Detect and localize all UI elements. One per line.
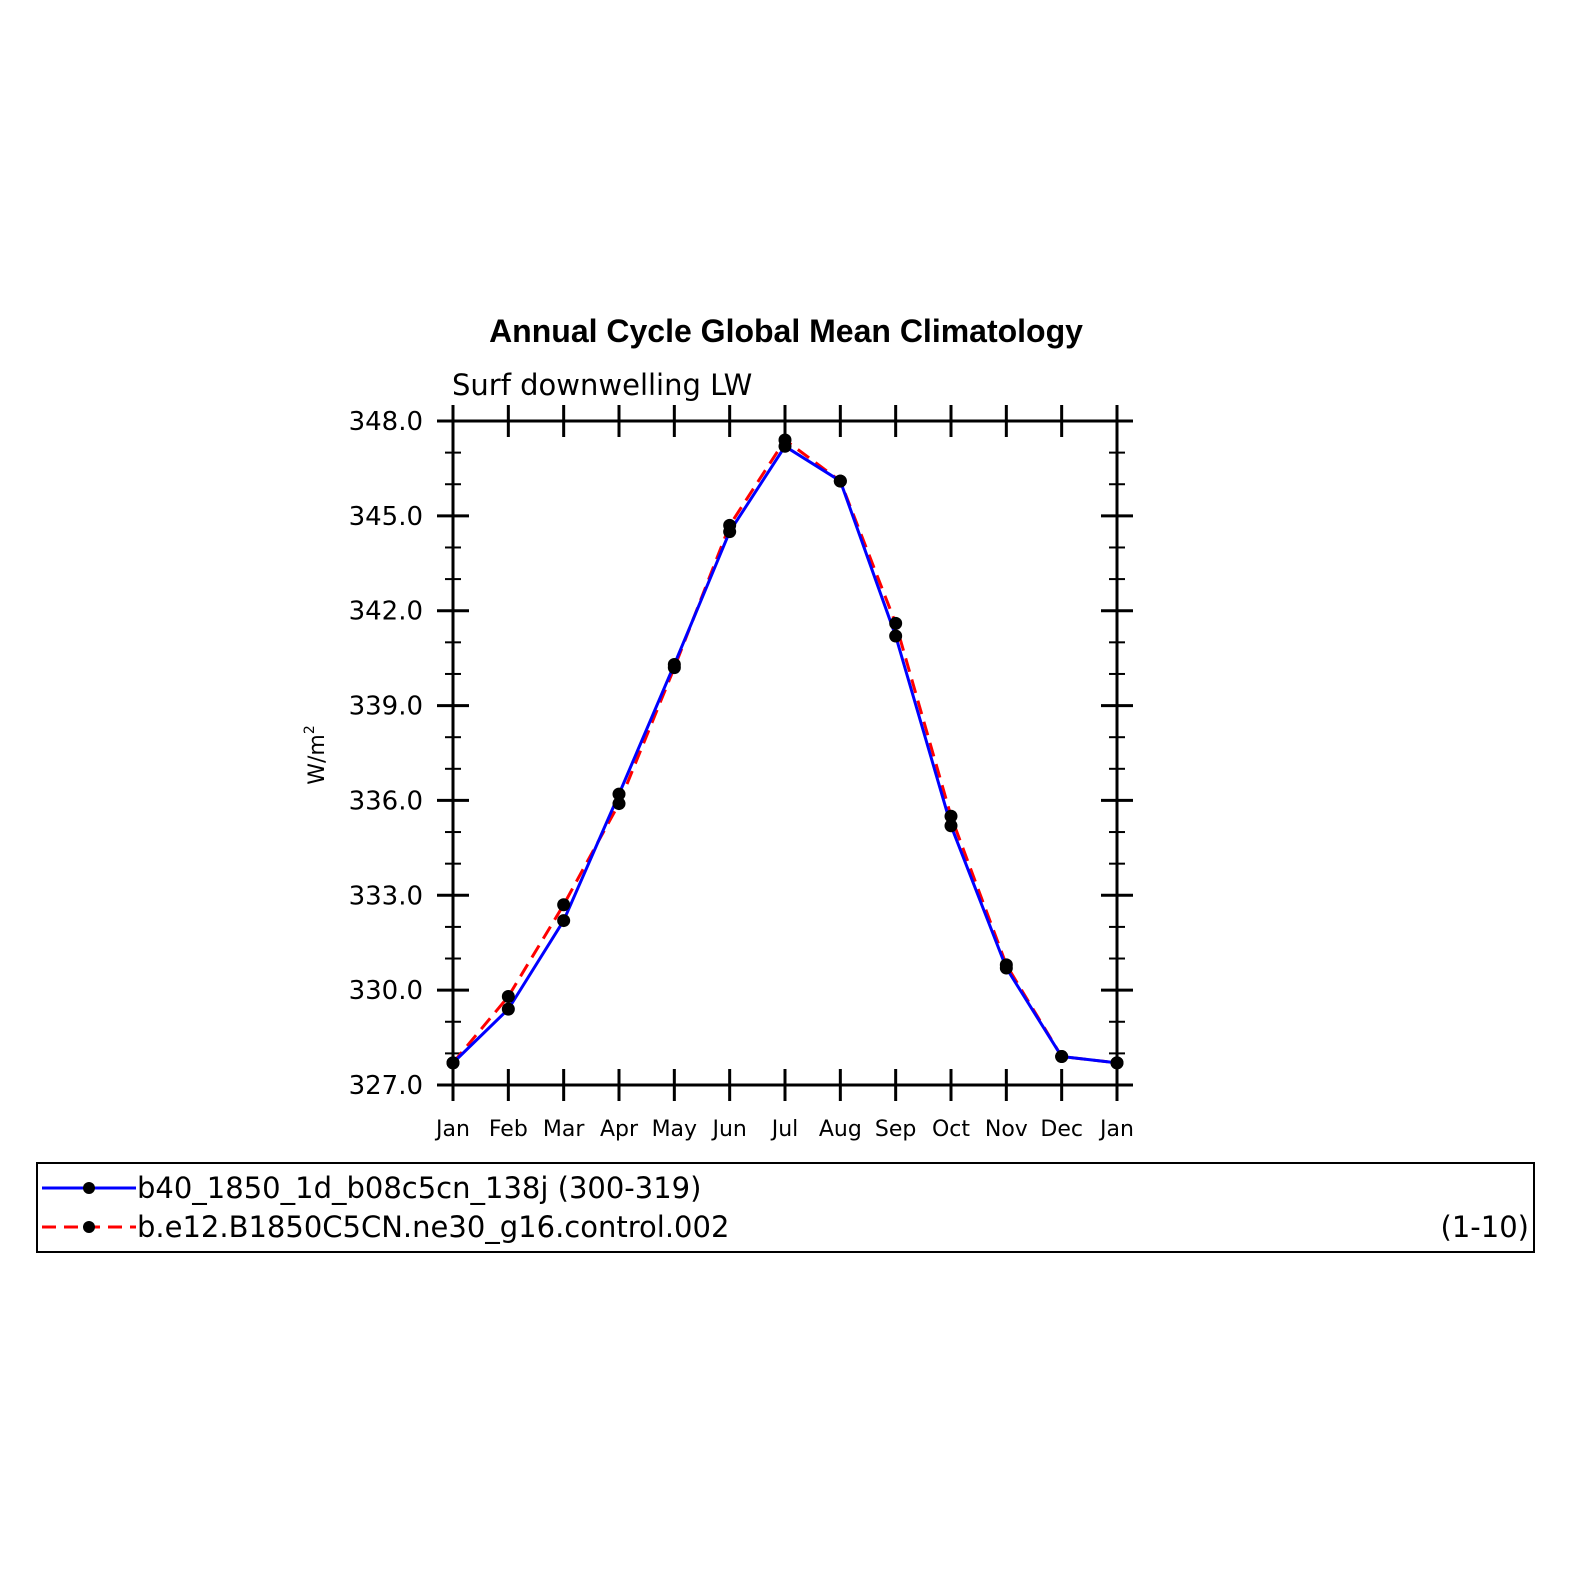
series-1-point (889, 629, 903, 643)
series-2-point (501, 989, 515, 1003)
series-1-point (501, 1002, 515, 1016)
series-2-point (889, 616, 903, 630)
series-1-point (557, 914, 571, 928)
x-tick-label: Jul (770, 1117, 799, 1142)
y-tick-label: 339.0 (349, 692, 423, 722)
x-tick-label: Aug (819, 1117, 862, 1142)
series-2-point (446, 1056, 460, 1070)
legend-box (36, 1162, 1535, 1253)
x-tick-label: Mar (543, 1117, 585, 1142)
series-layer (446, 433, 1124, 1070)
x-tick-label: Sep (875, 1117, 916, 1142)
y-tick-label: 342.0 (349, 597, 423, 627)
y-tick-label: 327.0 (349, 1071, 423, 1101)
series-2-point (778, 433, 792, 447)
series-2-point (723, 518, 737, 532)
x-tick-label: Dec (1040, 1117, 1083, 1142)
series-1-point (944, 819, 958, 833)
x-tick-label: Jan (1098, 1117, 1134, 1142)
series-2-point (1110, 1056, 1124, 1070)
x-tick-label: Nov (985, 1117, 1028, 1142)
x-tick-label: Oct (932, 1117, 970, 1142)
legend-marker-series-1 (83, 1182, 95, 1194)
y-tick-label: 336.0 (349, 786, 423, 816)
x-tick-label: Apr (600, 1117, 639, 1142)
chart-title: Annual Cycle Global Mean Climatology (489, 313, 1083, 349)
chart-subtitle: Surf downwelling LW (452, 368, 752, 402)
y-axis-label: W/m2 (302, 725, 330, 785)
series-2-point (999, 958, 1013, 972)
x-tick-label: Jan (434, 1117, 470, 1142)
legend: b40_1850_1d_b08c5cn_138j (300-319) b.e12… (36, 1162, 1535, 1253)
series-2-point (667, 661, 681, 675)
series-2-point (1055, 1050, 1069, 1064)
series-1-point (612, 787, 626, 801)
x-tick-label: May (652, 1117, 697, 1142)
series-2-point (557, 898, 571, 912)
y-tick-label: 348.0 (349, 407, 423, 437)
y-tick-label: 330.0 (349, 976, 423, 1006)
legend-label-series-1: b40_1850_1d_b08c5cn_138j (300-319) (137, 1171, 701, 1205)
legend-marker-series-2 (83, 1221, 95, 1233)
x-tick-labels: Jan Feb Mar Apr May Jun Jul Aug Sep Oct Nov Dec Jan (434, 1117, 1134, 1142)
y-axis-label-superscript: 2 (302, 725, 318, 734)
legend-label-series-2-suffix: (1-10) (1441, 1210, 1529, 1244)
series-line-1 (451, 444, 1118, 1065)
x-tick-label: Jun (710, 1117, 746, 1142)
axis-ticks (437, 405, 1133, 1101)
y-axis-label-text: W/m (305, 734, 330, 785)
x-tick-label: Feb (489, 1117, 528, 1142)
svg-text:W/m2: W/m2 (302, 725, 330, 785)
legend-label-series-2: b.e12.B1850C5CN.ne30_g16.control.002 (137, 1210, 729, 1244)
y-tick-label: 345.0 (349, 502, 423, 532)
series-2-point (944, 809, 958, 823)
series-2-point (833, 474, 847, 488)
y-tick-labels: 327.0 330.0 333.0 336.0 339.0 342.0 345.0 348.0 (349, 407, 423, 1101)
series-2-point (612, 797, 626, 811)
y-tick-label: 333.0 (349, 881, 423, 911)
series-line-2 (451, 438, 1118, 1065)
